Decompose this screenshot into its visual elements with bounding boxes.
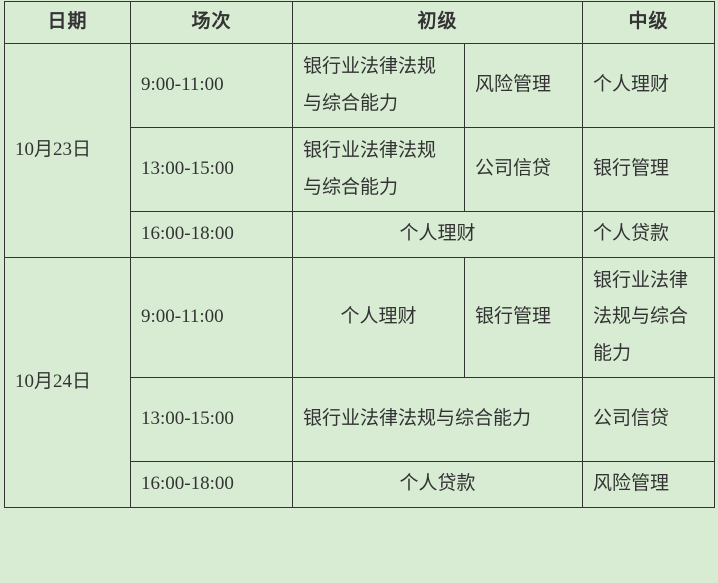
exam-schedule-table: 日期 场次 初级 中级 10月23日 9:00-11:00 银行业法律法规与综合… bbox=[4, 1, 715, 508]
cell-intermediate: 风险管理 bbox=[583, 462, 715, 508]
header-row: 日期 场次 初级 中级 bbox=[5, 2, 715, 44]
col-session: 场次 bbox=[131, 2, 293, 44]
cell-junior-merged: 银行业法律法规与综合能力 bbox=[293, 378, 583, 462]
cell-date: 10月23日 bbox=[5, 44, 131, 258]
col-intermediate: 中级 bbox=[583, 2, 715, 44]
cell-session: 16:00-18:00 bbox=[131, 212, 293, 258]
col-junior: 初级 bbox=[293, 2, 583, 44]
cell-junior-b: 银行管理 bbox=[465, 258, 583, 378]
cell-junior-merged: 个人贷款 bbox=[293, 462, 583, 508]
table-row: 10月23日 9:00-11:00 银行业法律法规与综合能力 风险管理 个人理财 bbox=[5, 44, 715, 128]
cell-intermediate: 个人贷款 bbox=[583, 212, 715, 258]
cell-session: 16:00-18:00 bbox=[131, 462, 293, 508]
cell-date: 10月24日 bbox=[5, 258, 131, 508]
cell-intermediate: 个人理财 bbox=[583, 44, 715, 128]
cell-session: 13:00-15:00 bbox=[131, 128, 293, 212]
cell-junior-a: 个人理财 bbox=[293, 258, 465, 378]
cell-session: 13:00-15:00 bbox=[131, 378, 293, 462]
table-row: 10月24日 9:00-11:00 个人理财 银行管理 银行业法律法规与综合能力 bbox=[5, 258, 715, 378]
cell-junior-a: 银行业法律法规与综合能力 bbox=[293, 44, 465, 128]
cell-intermediate: 公司信贷 bbox=[583, 378, 715, 462]
cell-intermediate: 银行管理 bbox=[583, 128, 715, 212]
cell-junior-merged: 个人理财 bbox=[293, 212, 583, 258]
cell-intermediate: 银行业法律法规与综合能力 bbox=[583, 258, 715, 378]
col-date: 日期 bbox=[5, 2, 131, 44]
cell-junior-b: 公司信贷 bbox=[465, 128, 583, 212]
cell-session: 9:00-11:00 bbox=[131, 44, 293, 128]
cell-junior-b: 风险管理 bbox=[465, 44, 583, 128]
cell-session: 9:00-11:00 bbox=[131, 258, 293, 378]
cell-junior-a: 银行业法律法规与综合能力 bbox=[293, 128, 465, 212]
